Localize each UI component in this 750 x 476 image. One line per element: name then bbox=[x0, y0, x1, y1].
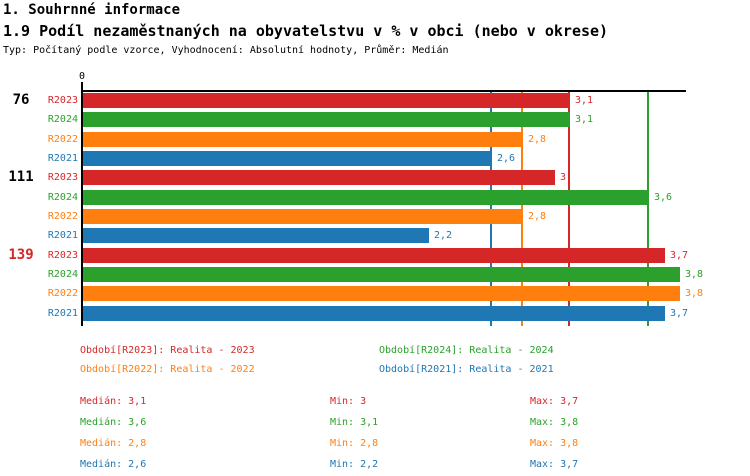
bar-row-label-139-R2024: R2024 bbox=[47, 268, 78, 280]
bar-76-R2023 bbox=[83, 93, 570, 108]
x-axis-zero-label: 0 bbox=[78, 71, 86, 82]
legend-item-R2024: Období[R2024]: Realita - 2024 bbox=[379, 345, 554, 356]
stat-min-R2021: Min: 2,2 bbox=[330, 459, 379, 470]
bar-111-R2021 bbox=[83, 228, 429, 244]
median-line-R2023 bbox=[568, 92, 570, 326]
bar-value-label-76-R2022: 2,8 bbox=[528, 133, 547, 145]
group-label-111: 111 bbox=[8, 169, 34, 186]
bar-row-label-139-R2022: R2022 bbox=[47, 288, 78, 300]
stat-min-R2022: Min: 2,8 bbox=[330, 438, 379, 449]
bar-value-label-76-R2024: 3,1 bbox=[575, 114, 594, 126]
stat-max-R2022: Max: 3,8 bbox=[530, 438, 579, 449]
page-title: 1. Souhrnné informace bbox=[3, 2, 181, 18]
legend-item-R2022: Období[R2022]: Realita - 2022 bbox=[80, 364, 255, 375]
bar-value-label-139-R2021: 3,7 bbox=[670, 307, 689, 319]
bar-value-label-139-R2022: 3,8 bbox=[685, 288, 704, 300]
median-line-R2024 bbox=[647, 92, 649, 326]
bar-chart: 0 76 R2023 3,1 R2024 3,1 R2022 2,8 R2021 2,6 111 R2… bbox=[8, 71, 704, 326]
bar-row-label-76-R2022: R2022 bbox=[47, 133, 78, 145]
bar-value-label-139-R2023: 3,7 bbox=[670, 249, 689, 261]
bar-111-R2022 bbox=[83, 208, 523, 224]
stat-min-R2024: Min: 3,1 bbox=[330, 417, 379, 428]
bar-row-label-76-R2021: R2021 bbox=[47, 152, 78, 164]
bar-row-label-76-R2024: R2024 bbox=[47, 114, 78, 126]
bar-row-label-76-R2023: R2023 bbox=[47, 95, 78, 106]
bar-row-label-139-R2023: R2023 bbox=[47, 249, 78, 261]
bar-row-label-111-R2023: R2023 bbox=[47, 172, 78, 184]
group-label-76: 76 bbox=[12, 92, 30, 108]
bar-value-label-76-R2023: 3,1 bbox=[575, 95, 594, 106]
stat-median-R2021: Medián: 2,6 bbox=[80, 459, 147, 470]
stat-median-R2022: Medián: 2,8 bbox=[80, 438, 147, 449]
bar-139-R2021 bbox=[83, 305, 665, 321]
stat-max-R2021: Max: 3,7 bbox=[530, 459, 579, 470]
bar-139-R2024 bbox=[83, 266, 680, 282]
bar-111-R2024 bbox=[83, 189, 649, 205]
bar-row-label-139-R2021: R2021 bbox=[47, 307, 78, 319]
stat-min-R2023: Min: 3 bbox=[330, 396, 367, 407]
bar-value-label-111-R2022: 2,8 bbox=[528, 210, 547, 222]
stat-median-R2023: Medián: 3,1 bbox=[80, 396, 147, 407]
group-label-139: 139 bbox=[8, 246, 34, 263]
bar-139-R2023 bbox=[83, 247, 665, 263]
x-axis-line bbox=[82, 90, 686, 92]
stat-max-R2023: Max: 3,7 bbox=[530, 396, 579, 407]
legend-item-R2023: Období[R2023]: Realita - 2023 bbox=[80, 345, 255, 356]
bar-value-label-111-R2021: 2,2 bbox=[434, 230, 453, 242]
chart-meta: Typ: Počítaný podle vzorce, Vyhodnocení:… bbox=[3, 45, 449, 56]
bar-139-R2022 bbox=[83, 286, 680, 302]
bar-111-R2023 bbox=[83, 170, 555, 186]
y-axis-line bbox=[81, 90, 83, 326]
bar-row-label-111-R2024: R2024 bbox=[47, 191, 78, 203]
bar-row-label-111-R2021: R2021 bbox=[47, 230, 78, 242]
x-axis-tick bbox=[81, 82, 83, 90]
bar-value-label-111-R2023: 3 bbox=[560, 172, 567, 184]
bar-value-label-139-R2024: 3,8 bbox=[685, 268, 704, 280]
chart-subtitle: 1.9 Podíl nezaměstnaných na obyvatelstvu… bbox=[3, 22, 609, 40]
bar-row-label-111-R2022: R2022 bbox=[47, 210, 78, 222]
bar-76-R2024 bbox=[83, 112, 570, 128]
legend-item-R2021: Období[R2021]: Realita - 2021 bbox=[379, 364, 554, 375]
bar-value-label-111-R2024: 3,6 bbox=[654, 191, 673, 203]
stat-median-R2024: Medián: 3,6 bbox=[80, 417, 147, 428]
stat-max-R2024: Max: 3,8 bbox=[530, 417, 579, 428]
bar-value-label-76-R2021: 2,6 bbox=[497, 152, 516, 164]
bar-76-R2021 bbox=[83, 150, 492, 166]
bar-76-R2022 bbox=[83, 131, 523, 147]
